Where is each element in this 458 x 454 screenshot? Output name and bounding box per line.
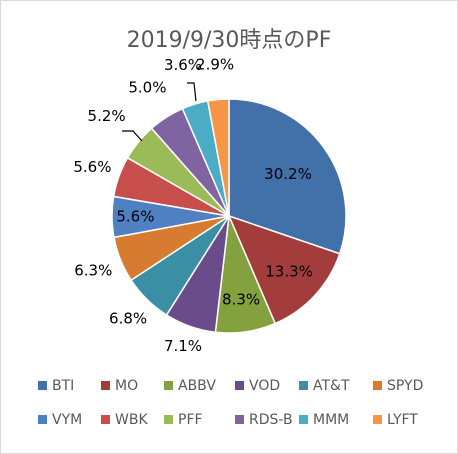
legend-label-lyft: LYFT — [387, 412, 418, 428]
legend-swatch-abbv — [164, 381, 173, 390]
data-label-vym: 5.6% — [116, 208, 154, 226]
legend-label-mmm: MMM — [313, 412, 349, 428]
legend-swatch-spyd — [373, 381, 382, 390]
data-label-mmm: 3.6% — [164, 56, 202, 74]
legend-label-rds-b: RDS-B — [249, 412, 293, 428]
leader-line-pff — [122, 130, 143, 142]
legend-swatch-rds-b — [235, 415, 244, 424]
data-label-vod: 7.1% — [164, 337, 202, 355]
data-label-lyft: 2.9% — [196, 56, 234, 74]
legend-swatch-at-t — [299, 381, 308, 390]
data-label-pff: 5.2% — [88, 107, 126, 125]
data-label-abbv: 8.3% — [222, 290, 260, 308]
legend-label-pff: PFF — [178, 412, 203, 428]
legend-swatch-vod — [235, 381, 244, 390]
legend-label-bti: BTI — [52, 378, 74, 394]
legend-swatch-lyft — [373, 415, 382, 424]
legend-swatch-mmm — [299, 415, 308, 424]
legend-label-spyd: SPYD — [387, 378, 423, 394]
pie-slice-bti — [228, 98, 347, 255]
legend-label-abbv: ABBV — [178, 378, 216, 394]
pie-slice-mo — [227, 214, 341, 325]
legend-label-vym: VYM — [52, 412, 82, 428]
data-label-at-t: 6.8% — [109, 310, 147, 328]
data-label-rds-b: 5.0% — [128, 79, 166, 97]
legend-label-at-t: AT&T — [313, 378, 350, 394]
legend-swatch-vym — [38, 415, 47, 424]
legend-label-vod: VOD — [249, 378, 280, 394]
data-label-spyd: 6.3% — [74, 262, 112, 280]
legend-label-wbk: WBK — [115, 412, 148, 428]
legend-swatch-wbk — [101, 415, 110, 424]
chart-title: 2019/9/30時点のPF — [127, 28, 332, 53]
data-label-bti: 30.2% — [264, 165, 312, 183]
leader-line-mmm — [187, 82, 197, 102]
legend-swatch-pff — [164, 415, 173, 424]
pie-slice-lyft — [206, 98, 230, 217]
legend-swatch-mo — [101, 381, 110, 390]
legend-swatch-bti — [38, 381, 47, 390]
data-label-mo: 13.3% — [265, 263, 313, 281]
legend-label-mo: MO — [115, 378, 138, 394]
data-label-wbk: 5.6% — [73, 158, 111, 176]
